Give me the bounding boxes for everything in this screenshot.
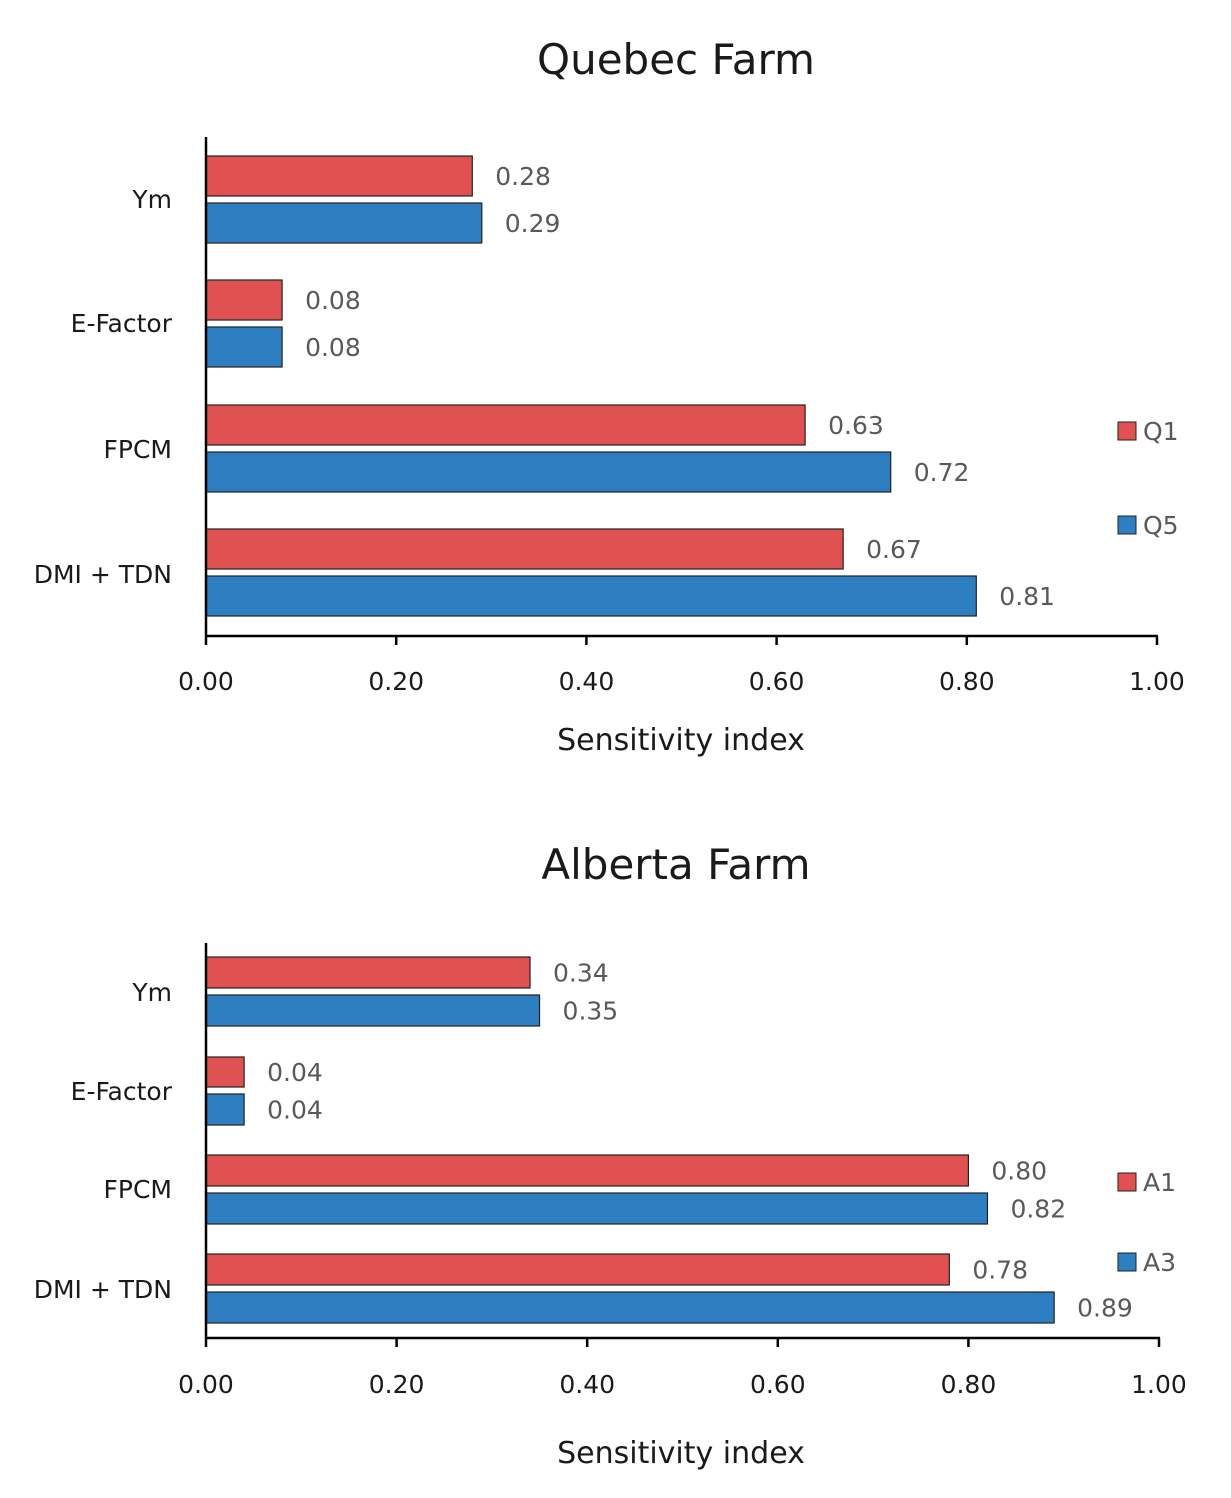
data-label: 0.82 [1010, 1195, 1066, 1224]
legend-swatch-q5 [1117, 515, 1137, 535]
x-tick-label: 0.80 [941, 1370, 997, 1399]
x-axis-label: Sensitivity index [557, 1436, 805, 1471]
bar-q5 [205, 575, 977, 617]
x-tick-label: 0.60 [750, 1370, 806, 1399]
legend-swatch-a3 [1117, 1252, 1137, 1272]
data-label: 0.28 [495, 162, 551, 191]
data-label: 0.04 [267, 1058, 323, 1087]
data-label: 0.80 [991, 1157, 1047, 1186]
data-label: 0.78 [972, 1256, 1028, 1285]
x-tick-label: 0.40 [559, 1370, 615, 1399]
bar-a3 [205, 994, 541, 1027]
x-tick-label: 0.00 [178, 1370, 234, 1399]
bar-a3 [205, 1291, 1055, 1324]
category-label: FPCM [104, 435, 172, 464]
bar-q1 [205, 155, 473, 197]
legend-label-q1: Q1 [1143, 417, 1179, 446]
bar-a1 [205, 956, 531, 989]
data-label: 0.08 [305, 286, 361, 315]
x-tick-label: 0.80 [939, 667, 995, 696]
alberta-chart: Alberta Farm Sensitivity index 0.34 0.35 Y… [34, 840, 1187, 1471]
chart-title: Alberta Farm [541, 840, 810, 889]
bar-a1 [205, 1154, 970, 1187]
legend-swatch-q1 [1117, 421, 1137, 441]
data-label: 0.35 [563, 997, 619, 1026]
bar-q1 [205, 279, 283, 321]
bar-a1 [205, 1253, 950, 1286]
legend-label-q5: Q5 [1143, 511, 1179, 540]
data-label: 0.72 [914, 458, 970, 487]
category-label: Ym [131, 185, 172, 214]
bar-q5 [205, 326, 283, 368]
bar-a3 [205, 1093, 245, 1126]
category-label: E-Factor [71, 1077, 173, 1106]
data-label: 0.67 [866, 535, 922, 564]
category-label: E-Factor [71, 309, 173, 338]
bar-q5 [205, 451, 892, 493]
x-axis-label: Sensitivity index [557, 723, 805, 758]
category-label: DMI + TDN [34, 1275, 172, 1304]
bar-q5 [205, 202, 483, 244]
x-tick-label: 0.20 [368, 667, 424, 696]
data-label: 0.89 [1077, 1294, 1133, 1323]
x-tick-label: 1.00 [1131, 1370, 1187, 1399]
x-tick-label: 1.00 [1129, 667, 1185, 696]
data-label: 0.81 [999, 582, 1055, 611]
data-label: 0.04 [267, 1096, 323, 1125]
category-label: Ym [131, 978, 172, 1007]
data-label: 0.08 [305, 333, 361, 362]
legend-label-a3: A3 [1143, 1248, 1176, 1277]
bar-q1 [205, 528, 844, 570]
x-tick-label: 0.40 [559, 667, 615, 696]
data-label: 0.29 [505, 209, 561, 238]
legend-label-a1: A1 [1143, 1168, 1176, 1197]
data-label: 0.34 [553, 959, 609, 988]
legend-swatch-a1 [1117, 1172, 1137, 1192]
category-label: DMI + TDN [34, 560, 172, 589]
data-label: 0.63 [828, 411, 884, 440]
quebec-chart: Quebec Farm Sensitivity index 0.28 0.29 Ym… [34, 35, 1185, 758]
category-label: FPCM [104, 1175, 172, 1204]
x-tick-label: 0.60 [749, 667, 805, 696]
bar-q1 [205, 404, 806, 446]
x-tick-label: 0.00 [178, 667, 234, 696]
chart-title: Quebec Farm [537, 35, 815, 84]
bar-a1 [205, 1056, 245, 1088]
bar-a3 [205, 1192, 989, 1225]
x-tick-label: 0.20 [369, 1370, 425, 1399]
